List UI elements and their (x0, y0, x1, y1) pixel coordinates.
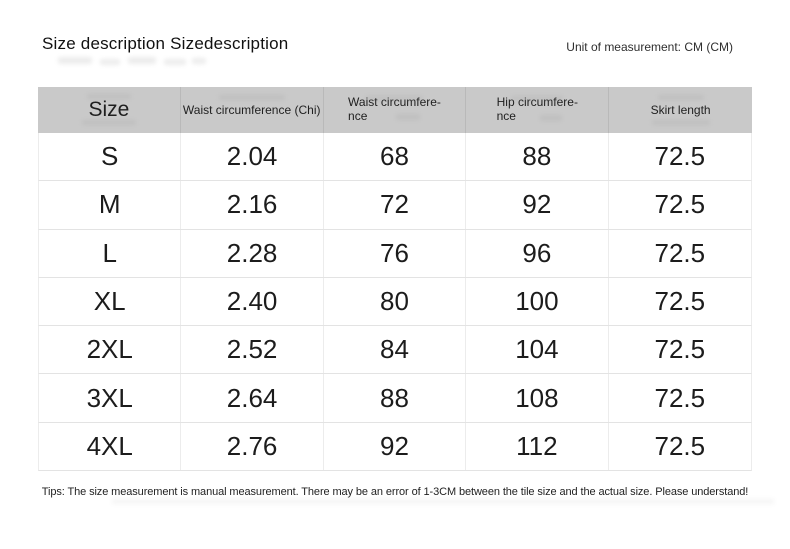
cell-size: S (39, 133, 182, 181)
column-header-label: nce (496, 109, 516, 123)
ghost-smudge (164, 59, 186, 65)
cell-waist-chi: 2.52 (181, 326, 324, 374)
ghost-smudge (58, 57, 92, 64)
tips-text: Tips: The size measurement is manual mea… (41, 486, 749, 498)
column-header-waist-chi: Waist circumference (Chi) (181, 87, 324, 133)
table-row: M 2.16 72 92 72.5 (38, 181, 752, 230)
column-header-hip-cm: Hip circumfere- nce (466, 87, 610, 133)
cell-hip-cm: 96 (466, 229, 609, 277)
cell-waist-cm: 72 (324, 181, 467, 229)
cell-size: 4XL (39, 422, 182, 471)
table-row: L 2.28 76 96 72.5 (38, 229, 752, 278)
cell-waist-chi: 2.28 (181, 229, 324, 277)
cell-hip-cm: 92 (466, 181, 609, 229)
ghost-smudge (128, 57, 156, 64)
cell-waist-cm: 88 (324, 374, 467, 422)
cell-skirt-length: 72.5 (654, 237, 706, 268)
cell-size: XL (39, 277, 182, 326)
cell-size: 3XL (39, 374, 182, 422)
table-row: 3XL 2.64 88 108 72.5 (38, 374, 752, 423)
cell-waist-chi: 2.64 (181, 374, 324, 422)
cell-size: 2XL (39, 326, 182, 374)
cell-waist-chi: 2.04 (181, 133, 324, 181)
table-row: 4XL 2.76 92 112 72.5 (38, 422, 752, 472)
cell-size: L (39, 229, 182, 277)
ghost-smudge (218, 95, 285, 100)
cell-waist-chi: 2.76 (181, 422, 324, 471)
cell-waist-cm: 80 (324, 277, 467, 326)
cell-size: M (39, 181, 182, 229)
unit-of-measurement-label: Unit of measurement: CM (CM) (566, 40, 733, 54)
column-header-label: Hip circumfere- (496, 95, 578, 110)
cell-hip-cm: 88 (466, 133, 609, 181)
cell-waist-chi: 2.40 (181, 277, 324, 326)
cell-hip-cm: 104 (466, 326, 609, 374)
table-row: 2XL 2.52 84 104 72.5 (38, 326, 752, 375)
column-header-size: Size (38, 87, 181, 133)
column-header-label: Waist circumference (Chi) (182, 103, 321, 117)
cell-skirt-length: 72.5 (654, 430, 706, 461)
cell-skirt-length: 72.5 (654, 334, 706, 365)
ghost-smudge (192, 58, 206, 64)
column-header-label: nce (348, 109, 368, 123)
page-title: Size description Sizedescription (42, 34, 289, 53)
cell-waist-cm: 92 (324, 422, 467, 471)
cell-hip-cm: 108 (466, 374, 609, 422)
column-header-skirt-length: Skirt length (609, 87, 752, 133)
table-row: S 2.04 68 88 72.5 (38, 133, 752, 182)
column-header-waist-cm: Waist circumfere- nce (324, 87, 467, 133)
cell-waist-cm: 76 (324, 229, 467, 277)
ghost-smudge (100, 59, 120, 65)
cell-hip-cm: 112 (466, 422, 609, 471)
ghost-smudge (657, 95, 704, 100)
size-table: Size Waist circumference (Chi) Waist cir… (38, 87, 752, 472)
cell-waist-cm: 84 (324, 326, 467, 374)
column-header-label: Skirt length (650, 103, 711, 117)
column-header-label: Waist circumfere- (348, 95, 441, 110)
ghost-smudge (651, 120, 710, 125)
cell-waist-chi: 2.16 (181, 181, 324, 229)
cell-skirt-length: 72.5 (654, 382, 706, 413)
cell-hip-cm: 100 (466, 277, 609, 326)
cell-waist-cm: 68 (324, 133, 467, 181)
table-row: XL 2.40 80 100 72.5 (38, 277, 752, 327)
cell-skirt-length: 72.5 (654, 286, 706, 317)
cell-skirt-length: 72.5 (654, 141, 706, 172)
table-header-row: Size Waist circumference (Chi) Waist cir… (38, 87, 752, 133)
ghost-smudge (112, 499, 774, 504)
cell-skirt-length: 72.5 (654, 189, 706, 220)
column-header-label: Size (88, 98, 130, 121)
